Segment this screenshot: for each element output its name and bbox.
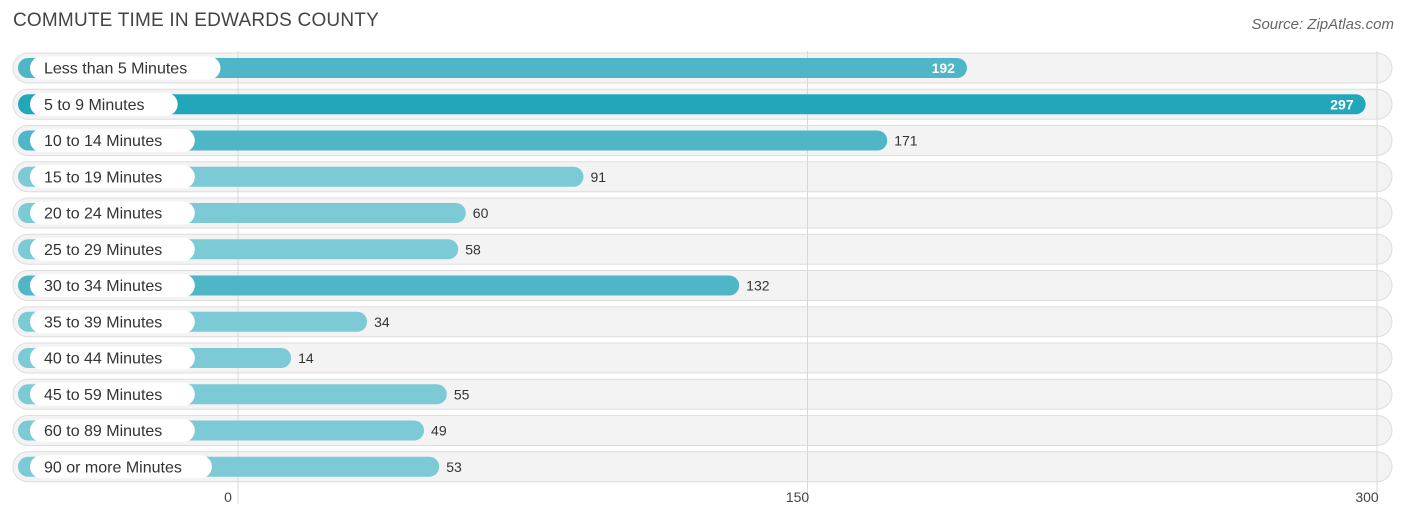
chart-title: COMMUTE TIME IN EDWARDS COUNTY <box>13 10 379 31</box>
category-label: 35 to 39 Minutes <box>44 314 162 331</box>
category-pill <box>30 237 195 261</box>
category-pill <box>30 274 195 297</box>
x-tick-label: 150 <box>786 489 810 505</box>
category-label: 5 to 9 Minutes <box>44 97 145 114</box>
value-label: 297 <box>1330 96 1354 112</box>
category-pill <box>30 92 178 116</box>
category-pill <box>30 382 195 406</box>
source-label: Source: ZipAtlas.com <box>1251 16 1394 33</box>
category-label: 90 or more Minutes <box>44 459 182 476</box>
category-pill <box>30 165 195 189</box>
value-label: 34 <box>374 314 390 330</box>
category-label: 20 to 24 Minutes <box>44 206 162 223</box>
category-pill <box>30 419 195 442</box>
category-label: 15 to 19 Minutes <box>44 169 162 186</box>
category-pill <box>30 56 221 80</box>
value-label: 14 <box>298 350 314 366</box>
value-label: 55 <box>454 386 470 402</box>
value-label: 58 <box>465 241 481 257</box>
bar <box>18 58 967 78</box>
category-label: 60 to 89 Minutes <box>44 423 162 440</box>
bar <box>18 275 740 296</box>
category-label: Less than 5 Minutes <box>44 61 187 78</box>
category-pill <box>30 310 195 334</box>
category-label: 45 to 59 Minutes <box>44 387 162 404</box>
value-label: 49 <box>431 423 447 439</box>
value-label: 192 <box>932 60 956 76</box>
x-tick-label: 300 <box>1355 489 1379 505</box>
category-pill <box>30 129 195 152</box>
bar <box>18 130 888 151</box>
category-pill <box>30 201 195 225</box>
category-label: 25 to 29 Minutes <box>44 242 162 259</box>
x-axis: 0 150 300 <box>224 489 1379 505</box>
value-label: 132 <box>746 278 770 294</box>
bar <box>18 94 1366 115</box>
value-label: 171 <box>894 133 918 149</box>
row-background <box>12 342 1393 374</box>
value-label: 60 <box>473 205 489 221</box>
row-backgrounds <box>12 52 1393 483</box>
category-label: 30 to 34 Minutes <box>44 278 162 295</box>
category-label: 40 to 44 Minutes <box>44 351 162 368</box>
x-tick-label: 0 <box>224 489 232 505</box>
category-label: 10 to 14 Minutes <box>44 133 162 150</box>
bars: Less than 5 Minutes 192 5 to 9 Minutes 297 1… <box>18 56 1366 479</box>
category-pill <box>30 455 212 479</box>
value-label: 53 <box>446 459 462 475</box>
category-pill <box>30 346 195 370</box>
value-label: 91 <box>590 169 606 185</box>
